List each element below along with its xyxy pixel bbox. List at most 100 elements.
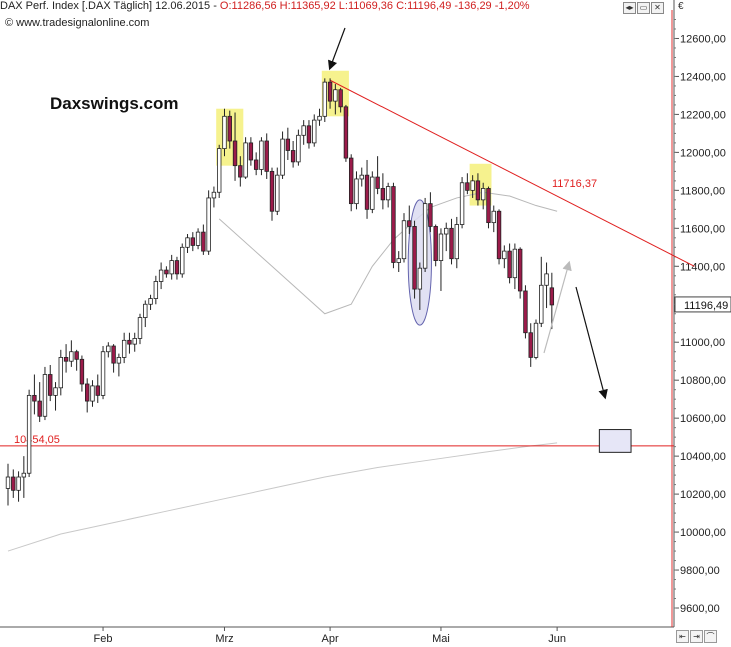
candle-body xyxy=(227,115,232,142)
candle-body xyxy=(444,227,449,235)
x-tick-label: Apr xyxy=(322,633,339,645)
candle-body xyxy=(517,248,523,292)
candle-body xyxy=(74,351,79,360)
candle-body xyxy=(127,339,132,345)
resistance-label: 11716,37 xyxy=(552,178,597,190)
candle-body xyxy=(100,351,106,396)
candle-body xyxy=(396,258,401,263)
candle-body xyxy=(422,203,428,269)
target-box xyxy=(598,429,632,453)
candle-body xyxy=(280,138,285,176)
candle-body xyxy=(190,237,195,246)
candle-body xyxy=(79,358,85,385)
chart-header: DAX Perf. Index [.DAX Täglich] 12.06.201… xyxy=(0,0,530,12)
y-tick-label: 12600,00 xyxy=(680,33,726,45)
source-credit: © www.tradesignalonline.com xyxy=(5,17,150,29)
candle-body xyxy=(370,176,375,210)
maximize-icon[interactable]: ▭ xyxy=(637,2,650,14)
y-tick-label: 11000,00 xyxy=(680,337,725,349)
rebound-arrow xyxy=(543,260,572,354)
candle-body xyxy=(470,180,475,191)
candle-body xyxy=(296,134,301,163)
candle-body xyxy=(290,150,296,163)
chart-control-icon[interactable]: ◂▸ xyxy=(623,2,636,14)
candle-body xyxy=(380,188,386,201)
y-tick-label: 10000,00 xyxy=(680,527,726,539)
scroll-right-icon[interactable]: ⇥ xyxy=(690,630,703,643)
y-tick-label: 10200,00 xyxy=(680,489,726,501)
candle-body xyxy=(174,260,180,275)
candle-body xyxy=(539,284,544,324)
close-icon[interactable]: ✕ xyxy=(651,2,664,14)
candle-body xyxy=(158,269,164,282)
candle-body xyxy=(544,273,549,286)
candle-body xyxy=(53,387,58,396)
candle-body xyxy=(116,357,122,364)
candle-body xyxy=(148,298,153,305)
candle-body xyxy=(69,351,74,362)
brand-label: Daxswings.com xyxy=(50,94,179,113)
y-tick-label: 9600,00 xyxy=(680,603,720,615)
candle-body xyxy=(333,89,338,102)
y-tick-label: 12000,00 xyxy=(680,147,726,159)
candle-body xyxy=(26,394,32,474)
support-label: 10454,05 xyxy=(14,434,60,446)
zoom-icon[interactable]: ⌒ xyxy=(704,630,717,643)
candle-body xyxy=(21,472,27,478)
window-controls: ◂▸ ▭ ✕ xyxy=(623,2,664,14)
candle-body xyxy=(259,140,264,170)
x-tick-label: Mrz xyxy=(215,633,233,645)
candle-body xyxy=(238,165,243,178)
candle-body xyxy=(185,237,190,248)
candle-body xyxy=(85,383,90,402)
candle-body xyxy=(42,374,48,417)
candle-body xyxy=(211,191,217,199)
candle-body xyxy=(327,81,333,102)
candle-body xyxy=(312,119,317,144)
currency-label: € xyxy=(678,1,684,12)
candle-body xyxy=(491,210,496,224)
candle-body xyxy=(5,476,11,489)
candle-body xyxy=(459,182,465,225)
candle-body xyxy=(354,178,359,205)
candle-body xyxy=(301,125,306,136)
candle-body xyxy=(364,174,370,210)
candle-body xyxy=(206,197,211,252)
x-tick-label: Feb xyxy=(94,633,113,645)
candle-body xyxy=(164,269,169,275)
candle-body xyxy=(385,186,391,201)
candle-body xyxy=(243,142,248,178)
candle-body xyxy=(502,250,507,260)
candle-body xyxy=(533,322,539,358)
target-arrow xyxy=(575,286,608,400)
instrument-label: DAX Perf. Index [.DAX Täglich] 12.06.201… xyxy=(0,0,220,12)
candle-body xyxy=(507,250,512,279)
candle-body xyxy=(486,188,491,224)
last-price-tag xyxy=(674,296,731,313)
candle-body xyxy=(232,140,238,167)
candle-body xyxy=(201,231,206,252)
candle-body xyxy=(63,357,69,362)
candle-body xyxy=(465,182,470,191)
candle-body xyxy=(37,400,42,417)
candle-body xyxy=(391,186,396,263)
scroll-left-icon[interactable]: ⇤ xyxy=(676,630,689,643)
candle-body xyxy=(222,115,227,149)
scroll-controls: ⇤ ⇥ ⌒ xyxy=(676,630,717,643)
candle-body xyxy=(169,260,174,275)
candle-body xyxy=(111,345,116,364)
candle-body xyxy=(58,357,63,389)
candle-body xyxy=(343,106,349,159)
candle-body xyxy=(132,338,137,345)
candle-body xyxy=(480,188,486,201)
y-tick-label: 11400,00 xyxy=(680,261,725,273)
y-tick-label: 12400,00 xyxy=(680,71,726,83)
y-tick-label: 11800,00 xyxy=(680,185,725,197)
top-arrow xyxy=(328,27,346,71)
candle-body xyxy=(317,115,322,121)
y-tick-label: 10600,00 xyxy=(680,413,726,425)
y-tick-label: 10400,00 xyxy=(680,451,726,463)
candle-body xyxy=(433,226,438,261)
candle-body xyxy=(121,339,127,358)
